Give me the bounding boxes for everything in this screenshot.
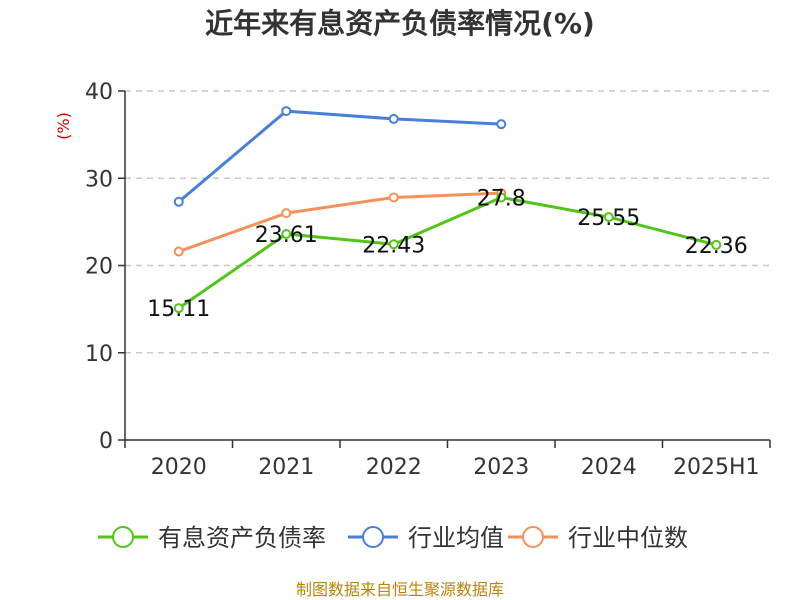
data-point bbox=[173, 303, 184, 314]
data-label: 22.36 bbox=[685, 234, 748, 259]
data-point bbox=[173, 196, 184, 207]
data-label: 15.11 bbox=[147, 297, 210, 322]
axes: 0 10 20 30 40 2020 2021 2022 2023 2024 2025H1 bbox=[85, 80, 771, 480]
series-line bbox=[177, 195, 717, 310]
data-point bbox=[281, 229, 292, 240]
y-tick-label: 20 bbox=[85, 255, 113, 280]
data-point bbox=[388, 239, 399, 250]
y-tick-label: 30 bbox=[85, 167, 113, 192]
series-line bbox=[178, 191, 502, 253]
series-layer bbox=[173, 106, 722, 314]
data-point bbox=[281, 208, 292, 219]
legend-label: 有息资产负债率 bbox=[158, 524, 326, 552]
source-note: 制图数据来自恒生聚源数据库 bbox=[296, 580, 504, 599]
y-tick-label: 40 bbox=[85, 80, 113, 105]
data-label: 27.8 bbox=[477, 186, 526, 211]
legend-marker bbox=[112, 526, 134, 548]
data-point bbox=[173, 246, 184, 257]
x-tick-label: 2021 bbox=[258, 455, 314, 480]
data-point bbox=[603, 212, 614, 223]
data-point bbox=[496, 192, 507, 203]
legend: 有息资产负债率 行业均值 行业中位数 bbox=[98, 524, 688, 552]
x-tick-label: 2025H1 bbox=[673, 455, 760, 480]
y-tick-label: 0 bbox=[99, 429, 113, 454]
data-point bbox=[281, 106, 292, 117]
x-tick-label: 2024 bbox=[581, 455, 637, 480]
x-tick-label: 2023 bbox=[473, 455, 529, 480]
data-point bbox=[388, 192, 399, 203]
legend-marker bbox=[362, 526, 384, 548]
data-point bbox=[496, 119, 507, 130]
legend-marker bbox=[522, 526, 544, 548]
data-labels: 15.11 23.61 22.43 27.8 25.55 22.36 bbox=[147, 186, 747, 322]
y-axis-unit: (%) bbox=[54, 112, 73, 140]
data-label: 22.43 bbox=[362, 233, 425, 258]
data-label: 25.55 bbox=[577, 206, 640, 231]
chart-title: 近年来有息资产负债率情况(%) bbox=[205, 7, 595, 40]
x-tick-label: 2022 bbox=[366, 455, 422, 480]
legend-label: 行业中位数 bbox=[568, 524, 688, 552]
data-point bbox=[388, 113, 399, 124]
data-point bbox=[711, 239, 722, 250]
grid-lines bbox=[125, 90, 770, 354]
legend-label: 行业均值 bbox=[408, 524, 504, 552]
series-line bbox=[177, 109, 502, 203]
data-label: 23.61 bbox=[255, 223, 318, 248]
y-tick-label: 10 bbox=[85, 342, 113, 367]
x-tick-label: 2020 bbox=[151, 455, 207, 480]
